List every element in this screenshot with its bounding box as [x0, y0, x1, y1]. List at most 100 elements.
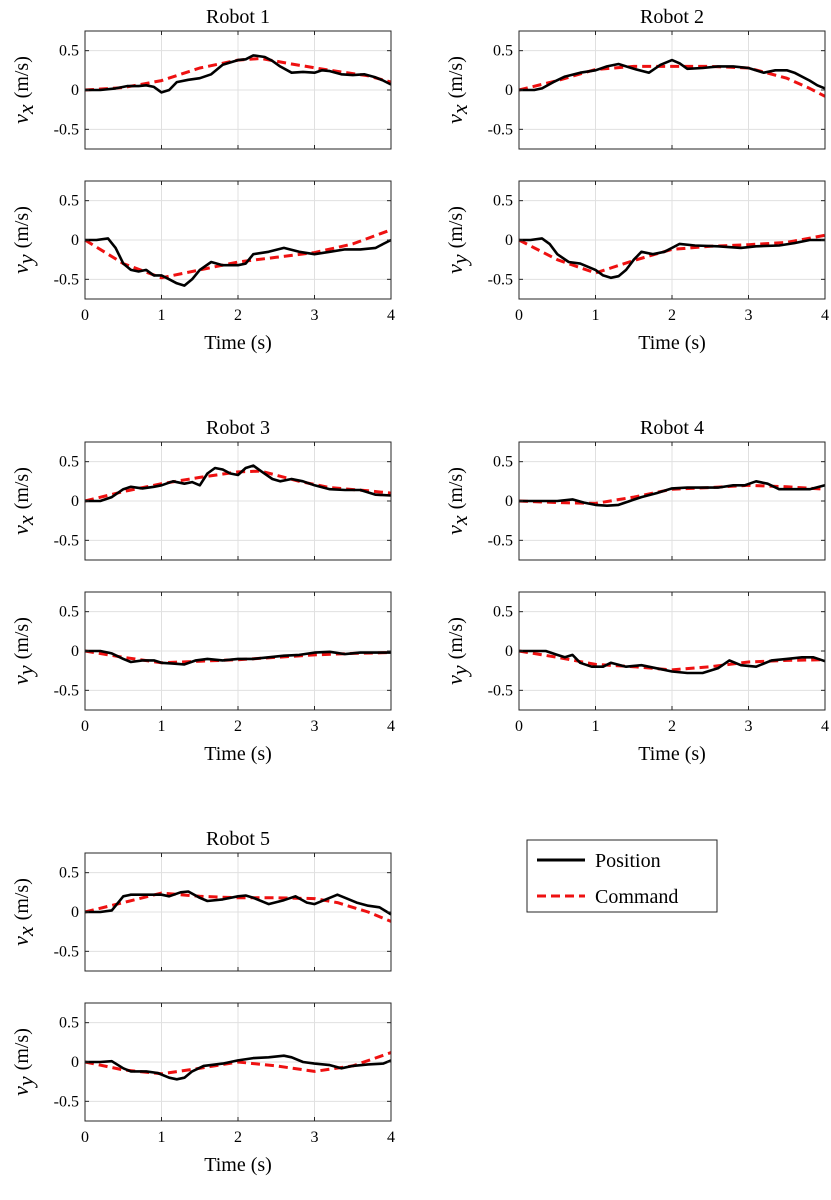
x-tick-label: 3: [745, 307, 753, 324]
y-axis-label: vy (m/s): [8, 206, 38, 274]
y-axis-label: vx (m/s): [442, 56, 472, 124]
robot-title: Robot 3: [206, 417, 270, 439]
y-axis-symbol: v: [8, 936, 33, 946]
legend-label-position: Position: [595, 850, 661, 872]
x-tick-label: 1: [592, 307, 600, 324]
y-tick-label: 0: [71, 643, 79, 660]
y-tick-label: -0.5: [54, 121, 79, 138]
y-axis-subscript: y: [13, 665, 38, 677]
y-tick-label: 0: [505, 493, 513, 510]
position-series-line: [519, 58, 826, 92]
robot-5-vy-panel: 0.5 0 -0.5 vy (m/s) 0 1 2 3 4 Time (s): [8, 1002, 395, 1176]
x-tick-label: 4: [387, 718, 395, 735]
x-tick-label: 4: [387, 307, 395, 324]
y-tick-label: 0.5: [59, 604, 79, 621]
x-tick-label: 4: [821, 307, 829, 324]
y-axis-label: vy (m/s): [442, 206, 472, 274]
x-tick-label: 2: [234, 307, 242, 324]
y-axis-subscript: x: [13, 515, 38, 526]
x-tick-label: 0: [515, 307, 523, 324]
y-tick-label: -0.5: [488, 271, 513, 288]
command-series-line: [84, 57, 392, 92]
position-series-line: [85, 237, 392, 287]
robot-title: Robot 2: [640, 6, 704, 28]
y-tick-label: -0.5: [488, 682, 513, 699]
x-tick-label: 2: [668, 718, 676, 735]
y-axis-label: vx (m/s): [8, 56, 38, 124]
x-axis-label: Time (s): [638, 332, 706, 354]
y-axis-symbol: v: [8, 675, 33, 685]
y-tick-label: 0: [505, 643, 513, 660]
x-tick-label: 3: [311, 307, 319, 324]
x-tick-label: 3: [745, 718, 753, 735]
y-axis-subscript: x: [13, 926, 38, 937]
position-series-line: [519, 649, 826, 675]
x-axis-label: Time (s): [204, 1154, 272, 1176]
x-tick-label: 4: [821, 718, 829, 735]
y-tick-label: -0.5: [488, 532, 513, 549]
y-tick-label: 0.5: [59, 193, 79, 210]
robot-5-vx-panel: 0.5 0 -0.5 vx (m/s) Robot 5: [8, 828, 392, 972]
position-series-line: [85, 649, 391, 666]
command-series-line: [84, 228, 392, 280]
command-series-line: [518, 233, 826, 275]
x-axis-label: Time (s): [204, 332, 272, 354]
y-tick-label: -0.5: [54, 682, 79, 699]
y-tick-label: 0.5: [59, 43, 79, 60]
y-axis-symbol: v: [8, 114, 33, 124]
y-axis-unit: (m/s): [445, 617, 467, 659]
y-axis-symbol: v: [442, 675, 467, 685]
x-tick-label: 2: [668, 307, 676, 324]
y-axis-symbol: v: [442, 264, 467, 274]
y-axis-label: vy (m/s): [8, 1028, 38, 1096]
y-axis-label: vx (m/s): [8, 467, 38, 535]
y-axis-label: vy (m/s): [442, 617, 472, 685]
y-axis-unit: (m/s): [445, 467, 467, 509]
y-axis-symbol: v: [8, 525, 33, 535]
x-tick-label: 1: [158, 307, 166, 324]
robot-title: Robot 4: [640, 417, 704, 439]
y-axis-unit: (m/s): [11, 1028, 33, 1070]
y-axis-symbol: v: [8, 264, 33, 274]
y-tick-label: -0.5: [54, 1093, 79, 1110]
y-tick-label: -0.5: [54, 271, 79, 288]
x-tick-label: 4: [387, 1129, 395, 1146]
robot-3-vy-panel: 0.5 0 -0.5 vy (m/s) 0 1 2 3 4 Time (s): [8, 591, 395, 765]
y-axis-symbol: v: [442, 525, 467, 535]
y-tick-label: 0: [71, 493, 79, 510]
y-tick-label: -0.5: [488, 121, 513, 138]
x-tick-label: 0: [81, 1129, 89, 1146]
position-series-line: [519, 237, 825, 280]
y-tick-label: 0.5: [59, 454, 79, 471]
x-tick-label: 2: [234, 718, 242, 735]
y-tick-label: 0: [71, 82, 79, 99]
y-axis-subscript: x: [13, 104, 38, 115]
robot-title: Robot 1: [206, 6, 270, 28]
robot-2-vy-panel: 0.5 0 -0.5 vy (m/s) 0 1 2 3 4 Time (s): [442, 180, 829, 354]
position-series-line: [85, 54, 392, 94]
x-tick-label: 1: [592, 718, 600, 735]
x-tick-label: 0: [515, 718, 523, 735]
x-tick-label: 1: [158, 718, 166, 735]
y-axis-subscript: y: [13, 1076, 38, 1088]
robot-1-vx-panel: 0.5 0 -0.5 vx (m/s) Robot 1: [8, 6, 392, 150]
y-axis-label: vy (m/s): [8, 617, 38, 685]
position-series-line: [85, 464, 392, 503]
y-tick-label: 0.5: [493, 43, 513, 60]
y-tick-label: 0: [505, 232, 513, 249]
y-tick-label: -0.5: [54, 532, 79, 549]
y-axis-unit: (m/s): [11, 467, 33, 509]
x-tick-label: 1: [158, 1129, 166, 1146]
y-axis-unit: (m/s): [445, 56, 467, 98]
robot-2-vx-panel: 0.5 0 -0.5 vx (m/s) Robot 2: [442, 6, 826, 150]
y-axis-unit: (m/s): [445, 206, 467, 248]
y-axis-subscript: x: [447, 515, 472, 526]
y-axis-subscript: x: [447, 104, 472, 115]
y-axis-symbol: v: [8, 1086, 33, 1096]
x-axis-label: Time (s): [638, 743, 706, 765]
robot-1-vy-panel: 0.5 0 -0.5 vy (m/s) 0 1 2 3 4 Time (s): [8, 180, 395, 354]
position-series-line: [519, 479, 826, 508]
x-tick-label: 0: [81, 718, 89, 735]
y-tick-label: 0: [505, 82, 513, 99]
